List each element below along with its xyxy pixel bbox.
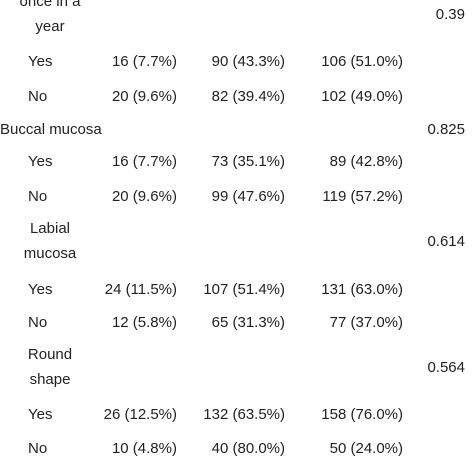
row-label: Yes — [28, 281, 53, 298]
group-label: year — [35, 18, 65, 35]
cell: 99 (47.6%) — [211, 188, 285, 205]
p-value: 0.614 — [427, 232, 465, 250]
group-label: Round — [27, 346, 73, 363]
cell: 16 (7.7%) — [111, 153, 177, 170]
cell: 65 (31.3%) — [211, 314, 285, 331]
row-label: Yes — [28, 153, 53, 170]
row-label: No — [28, 88, 48, 105]
cell: 90 (43.3%) — [211, 53, 285, 70]
row-label: Yes — [28, 53, 53, 70]
group-label: mucosa — [23, 245, 77, 262]
row-label: No — [28, 188, 48, 205]
group-label: Buccal mucosa — [0, 121, 102, 138]
row-label: No — [28, 440, 48, 457]
cell: 119 (57.2%) — [322, 188, 403, 205]
cell: 50 (24.0%) — [329, 440, 403, 457]
cell: 82 (39.4%) — [211, 88, 285, 105]
group-label: Labial — [29, 220, 71, 237]
cell: 20 (9.6%) — [111, 88, 177, 105]
p-value: 0.39 — [435, 5, 465, 23]
p-value: 0.564 — [427, 358, 465, 376]
cell: 10 (4.8%) — [111, 440, 177, 457]
cell: 16 (7.7%) — [111, 53, 177, 70]
cell: 24 (11.5%) — [104, 281, 177, 298]
cell: 132 (63.5%) — [203, 406, 285, 423]
group-label: shape — [29, 371, 71, 388]
cell: 20 (9.6%) — [111, 188, 177, 205]
cell: 89 (42.8%) — [329, 153, 403, 170]
row-label: Yes — [28, 406, 53, 423]
cell: 107 (51.4%) — [203, 281, 285, 298]
p-value: 0.825 — [427, 121, 465, 138]
cell: 102 (49.0%) — [321, 88, 403, 105]
cell: 158 (76.0%) — [321, 406, 403, 423]
row-label: No — [28, 314, 48, 331]
cell: 73 (35.1%) — [211, 153, 285, 170]
cell: 26 (12.5%) — [103, 406, 177, 423]
cell: 40 (80.0%) — [211, 440, 285, 457]
cell: 77 (37.0%) — [329, 314, 403, 331]
cell: 131 (63.0%) — [321, 281, 403, 298]
cell: 106 (51.0%) — [321, 53, 403, 70]
cell: 12 (5.8%) — [111, 314, 177, 331]
group-label: once in a — [19, 0, 81, 10]
